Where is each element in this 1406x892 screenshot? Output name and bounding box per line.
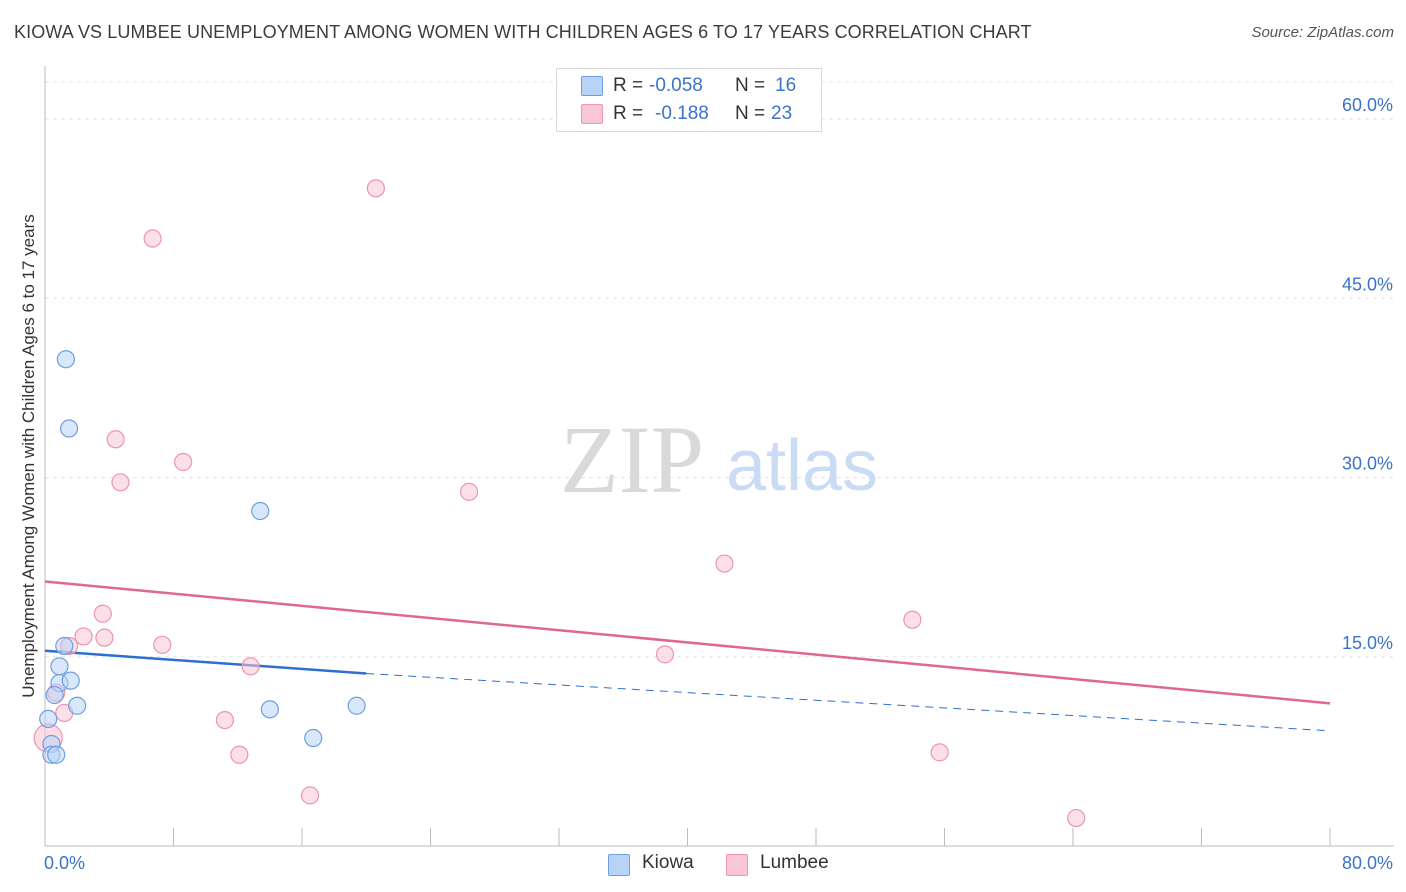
kiowa-point [260,700,279,719]
lumbee-point [174,452,193,472]
kiowa-point [251,501,270,521]
lumbee-n-value: 23 [771,103,793,124]
kiowa-point [47,745,66,764]
y-tick-label: 15.0% [1342,633,1393,653]
lumbee-point [241,657,260,676]
kiowa-point [304,728,323,748]
kiowa-n-label: N = [735,75,766,96]
kiowa-point [39,709,58,728]
lumbee-point [930,743,949,762]
lumbee-point [1067,808,1086,828]
bottom-lumbee-label: Lumbee [760,852,829,873]
y-tick-label: 45.0% [1342,274,1393,294]
trend-lines [44,580,1331,732]
correlation-legend: R = -0.058 N = 16 R = -0.188 N = 23 [556,68,822,132]
y-tick-label: 60.0% [1342,95,1393,115]
kiowa-point [50,657,69,676]
kiowa-trend-line [44,649,367,675]
lumbee-point [111,473,130,492]
watermark: ZIP atlas [560,406,878,513]
legend-row-lumbee: R = -0.188 N = 23 [557,101,821,127]
source-label: Source: ZipAtlas.com [1251,24,1394,41]
kiowa-trend-extension [366,672,1331,732]
lumbee-point [106,430,125,449]
x-tick-label: 0.0% [44,853,85,873]
bottom-kiowa-label: Kiowa [642,852,694,873]
lumbee-point [366,179,385,198]
lumbee-r-label: R = [613,103,644,124]
lumbee-trend-line [44,580,1331,705]
watermark-atlas: atlas [726,426,878,506]
kiowa-point [347,696,366,715]
lumbee-r-value: -0.188 [655,103,709,124]
lumbee-swatch [581,104,603,124]
lumbee-point [903,610,922,629]
axes [44,66,1394,847]
bottom-kiowa-swatch [608,854,630,876]
lumbee-point [459,482,479,501]
lumbee-point [230,745,249,764]
watermark-zip: ZIP [560,406,704,513]
lumbee-point [715,554,734,573]
lumbee-point [95,628,114,647]
tick-labels: 15.0% 30.0% 45.0% 60.0% 0.0% 80.0% [44,95,1393,873]
kiowa-n-value: 16 [775,75,797,96]
kiowa-swatch [581,76,603,96]
lumbee-point [153,635,172,654]
data-points [33,179,1086,828]
kiowa-r-value: -0.058 [649,75,703,96]
lumbee-n-label: N = [735,103,766,124]
y-axis-label: Unemployment Among Women with Children A… [19,214,38,698]
kiowa-point [61,671,80,690]
kiowa-point [59,419,79,438]
kiowa-r-label: R = [613,75,644,96]
lumbee-point [300,786,320,805]
kiowa-point [56,350,75,369]
legend-row-kiowa: R = -0.058 N = 16 [557,73,821,99]
bottom-lumbee-swatch [726,854,748,876]
lumbee-point [215,710,234,730]
kiowa-point [55,636,74,656]
y-tick-label: 30.0% [1342,454,1393,474]
lumbee-point [143,229,162,248]
lumbee-point [93,604,112,623]
chart-title: KIOWA VS LUMBEE UNEMPLOYMENT AMONG WOMEN… [14,22,1032,42]
kiowa-point [68,696,87,715]
lumbee-point [74,627,93,646]
kiowa-point [45,685,64,705]
x-tick-label: 80.0% [1342,853,1393,873]
lumbee-point [655,645,675,664]
